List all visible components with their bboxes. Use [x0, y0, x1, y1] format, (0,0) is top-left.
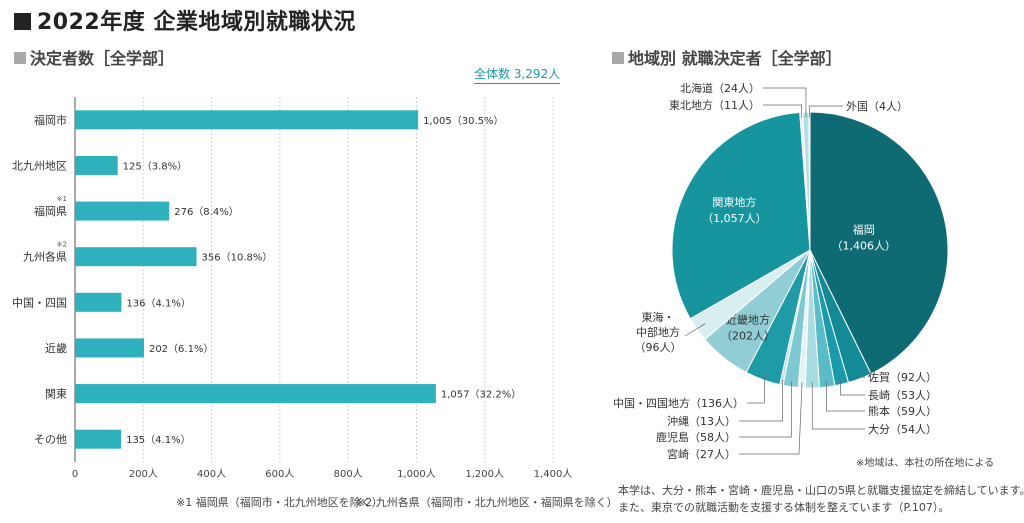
bar — [75, 247, 197, 267]
bar — [75, 338, 144, 358]
section-square-icon — [612, 52, 624, 64]
leader-line — [747, 374, 765, 404]
title-square-icon — [14, 13, 31, 30]
leader-line — [763, 104, 802, 118]
x-tick-label: 800人 — [334, 468, 363, 480]
footnote-2: ※2 九州各県（福岡市・北九州地区・福岡県を除く） — [356, 496, 618, 509]
category-label: 北九州地区 — [12, 159, 67, 172]
leader-line — [811, 382, 865, 430]
x-tick-label: 600人 — [265, 468, 294, 480]
slice-label: 北海道（24人） — [680, 81, 760, 95]
slice-label: 佐賀（92人） — [868, 370, 937, 384]
left-panel-title-text: 決定者数［全学部］ — [30, 49, 175, 68]
slice-label: 中国・四国地方（136人） — [613, 396, 744, 410]
page-title: 2022年度 企業地域別就職状況 — [14, 4, 356, 36]
leader-line — [739, 381, 792, 438]
x-tick-label: 400人 — [197, 468, 226, 480]
bar — [75, 201, 170, 221]
slice-label: （96人） — [635, 341, 682, 354]
slice-label: 外国（4人） — [846, 100, 908, 113]
category-label: 福岡県 — [34, 204, 67, 218]
pie-slice — [809, 111, 949, 375]
right-panel-title-text: 地域別 就職決定者［全学部］ — [628, 49, 842, 68]
leader-line — [840, 378, 865, 396]
bar-value-label: 356（10.8%） — [202, 252, 273, 264]
slice-label: 大分（54人） — [868, 422, 937, 436]
slice-label: 東北地方（11人） — [669, 98, 760, 112]
x-tick-label: 200人 — [129, 468, 158, 480]
left-panel-title: 決定者数［全学部］ — [14, 45, 174, 69]
leader-line — [826, 381, 865, 412]
slice-label: 長崎（53人） — [868, 388, 937, 402]
footnote-mark-1: ※1 — [57, 195, 67, 203]
leader-line — [856, 373, 865, 378]
slice-label: 関東地方 — [712, 195, 756, 209]
category-label: 近畿 — [45, 341, 67, 355]
bar-value-label: 135（4.1%） — [126, 434, 191, 446]
footnote-mark-2: ※2 — [57, 241, 67, 249]
category-label: 福岡市 — [34, 113, 67, 127]
leader-line — [763, 87, 807, 118]
slice-label: 中部地方 — [636, 325, 680, 339]
bar — [75, 292, 122, 312]
category-label: 九州各県 — [23, 250, 67, 264]
bar-value-label: 1,057（32.2%） — [441, 389, 521, 401]
slice-label: 鹿児島（58人） — [656, 430, 736, 444]
bar-value-label: 136（4.1%） — [126, 297, 191, 309]
leader-line — [739, 382, 803, 455]
bar — [75, 110, 419, 130]
total-count-label: 全体数 3,292人 — [474, 65, 561, 84]
slice-label: 沖縄（13人） — [667, 414, 736, 428]
bar-value-label: 125（3.8%） — [123, 160, 188, 172]
agreement-note-line-2: また、東京での就職活動を支援する体制を整えています（P.107）。 — [618, 501, 950, 514]
x-tick-label: 1,200人 — [465, 468, 504, 480]
right-panel-title: 地域別 就職決定者［全学部］ — [612, 45, 842, 69]
slice-label: 熊本（59人） — [868, 404, 937, 418]
category-label: その他 — [34, 433, 67, 446]
slice-label: （202人） — [721, 330, 775, 343]
section-square-icon — [14, 52, 26, 64]
category-label: 関東 — [45, 388, 67, 401]
region-note: ※地域は、本社の所在地による — [856, 458, 995, 469]
bar — [75, 384, 436, 404]
pie-slice — [671, 111, 811, 320]
bar-value-label: 202（6.1%） — [149, 343, 214, 355]
bar — [75, 429, 122, 449]
slice-label: （1,406人） — [832, 239, 897, 252]
slice-label: 近畿地方 — [726, 313, 770, 327]
bar-value-label: 1,005（30.5%） — [423, 115, 503, 127]
slice-label: 東海・ — [642, 310, 675, 324]
x-tick-label: 0 — [72, 469, 78, 480]
leader-line — [809, 105, 843, 118]
leader-line — [739, 379, 783, 422]
slice-label: 宮崎（27人） — [667, 447, 736, 461]
slice-label: 福岡 — [853, 222, 875, 236]
bar-value-label: 276（8.4%） — [174, 206, 239, 218]
footnote-1: ※1 福岡県（福岡市・北九州地区を除く） — [176, 496, 383, 509]
slice-label: （1,057人） — [702, 212, 767, 225]
bar — [75, 155, 118, 175]
x-tick-label: 1,000人 — [397, 468, 436, 480]
agreement-note-line-1: 本学は、大分・熊本・宮崎・鹿児島・山口の5県と就職支援協定を締結しています。 — [618, 484, 1024, 497]
page-title-text: 2022年度 企業地域別就職状況 — [37, 10, 356, 35]
category-label: 中国・四国 — [12, 296, 67, 309]
leader-line — [684, 323, 706, 337]
x-tick-label: 1,400人 — [534, 468, 573, 480]
